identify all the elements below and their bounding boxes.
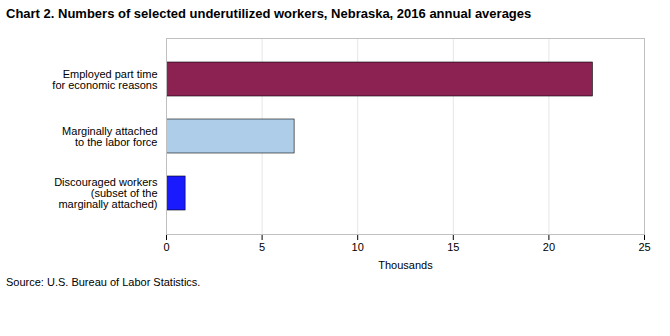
html-text:Source: U.S. Bureau of Labor S: Source: U.S. Bureau of Labor Statistics.: [6, 276, 201, 289]
html-text:Chart 2. Numbers of selected u: Chart 2. Numbers of selected underutiliz…: [6, 6, 532, 21]
svg-text:10: 10: [352, 242, 364, 254]
svg-text:Employed part timefor economic: Employed part timefor economic reasons: [52, 68, 158, 91]
svg-text:Thousands: Thousands: [378, 259, 433, 271]
svg-text:15: 15: [447, 242, 459, 254]
svg-text:5: 5: [259, 242, 265, 254]
svg-text:20: 20: [543, 242, 555, 254]
svg-text:25: 25: [638, 242, 650, 254]
svg-text:Discouraged workers(subset of: Discouraged workers(subset of themargina…: [54, 176, 158, 210]
svg-text:0: 0: [163, 242, 169, 254]
svg-text:Marginally attachedto the labo: Marginally attachedto the labor force: [62, 125, 157, 148]
